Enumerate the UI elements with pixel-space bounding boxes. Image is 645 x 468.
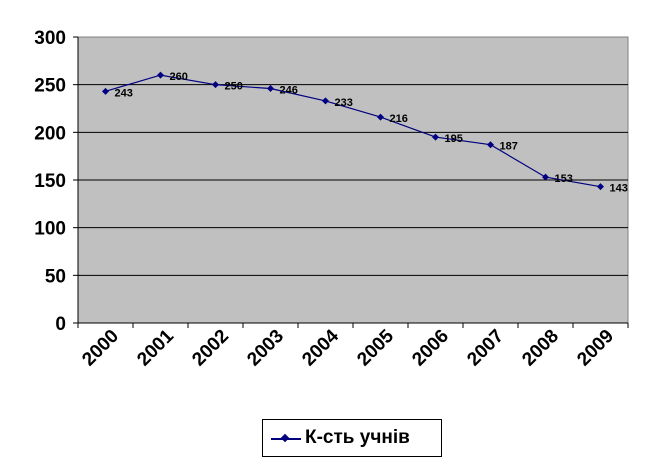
x-tick-label: 2002	[188, 326, 233, 371]
data-label: 243	[115, 87, 133, 99]
data-label: 195	[445, 133, 463, 145]
x-tick-label: 2005	[353, 325, 398, 370]
data-point-marker	[487, 141, 494, 149]
gridlines	[78, 84, 628, 276]
data-label: 233	[335, 97, 353, 109]
data-label: 260	[170, 71, 188, 83]
y-tick-label: 150	[34, 171, 66, 192]
data-label: 246	[280, 84, 298, 96]
legend-label: К-сть учнів	[305, 427, 410, 448]
data-point-marker	[102, 87, 109, 95]
y-tick-label: 250	[34, 76, 66, 97]
x-tick-label: 2008	[518, 326, 563, 371]
data-point-marker	[322, 97, 329, 105]
x-tick-label: 2006	[408, 326, 453, 371]
x-tick-label: 2009	[573, 326, 618, 371]
y-tick-label: 0	[55, 314, 66, 335]
x-axis-ticks: 2000 2001 2002 2003 2004 2005 2006 2007 2008 2009	[77, 323, 629, 371]
data-point-marker	[157, 71, 164, 79]
x-tick-label: 2000	[78, 326, 123, 371]
y-tick-label: 200	[34, 123, 66, 144]
data-label: 143	[610, 183, 628, 195]
data-point-marker	[432, 133, 439, 141]
data-point-marker	[597, 183, 604, 191]
data-labels: 243 260 250 246 233 216 195 187 153 143	[115, 71, 628, 195]
x-tick-label: 2004	[298, 325, 343, 370]
y-axis-ticks: 0 50 100 150 200 250 300	[34, 28, 78, 335]
data-label: 153	[555, 173, 573, 185]
legend: К-сть учнів	[262, 419, 442, 457]
data-point-marker	[542, 173, 549, 181]
x-tick-label: 2007	[463, 326, 508, 371]
y-tick-label: 100	[34, 219, 66, 240]
series-line	[105, 74, 601, 188]
legend-marker	[280, 433, 290, 443]
y-tick-label: 300	[34, 28, 66, 49]
data-point-marker	[377, 113, 384, 121]
data-label: 250	[225, 81, 243, 93]
x-tick-label: 2001	[133, 325, 178, 370]
y-tick-label: 50	[45, 266, 66, 287]
series-markers	[102, 71, 604, 191]
x-tick-label: 2003	[243, 326, 288, 371]
data-label: 187	[500, 141, 518, 153]
data-label: 216	[390, 113, 408, 125]
data-point-marker	[267, 84, 274, 92]
data-point-marker	[212, 81, 219, 89]
